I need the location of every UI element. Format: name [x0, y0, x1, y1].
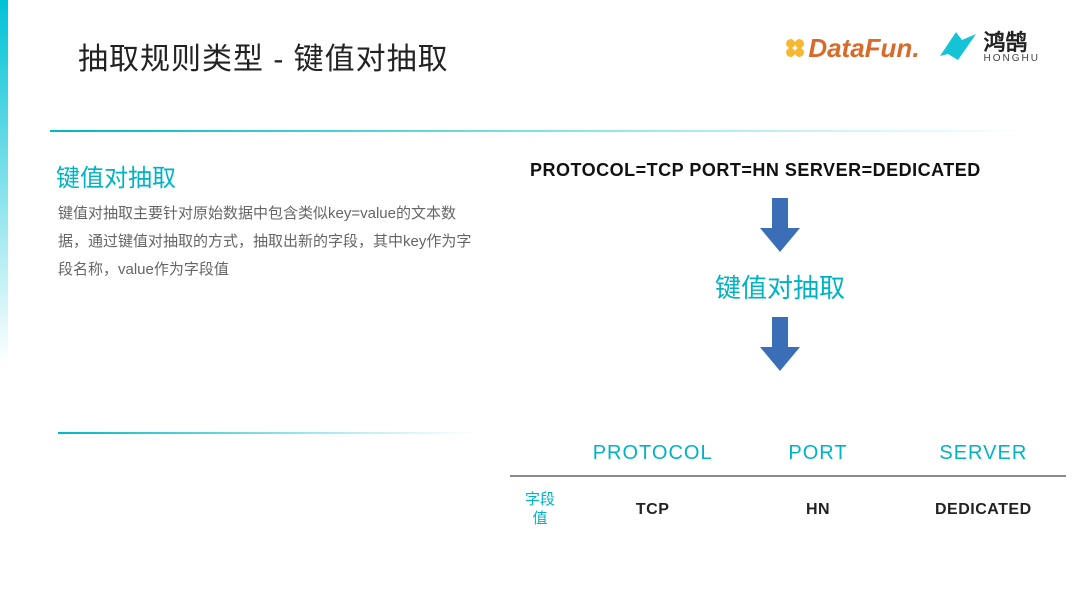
flow-diagram: 键值对抽取	[530, 190, 1030, 381]
logo-group: DataFun. 鸿鹄 HONGHU	[784, 30, 1040, 66]
arrow-down-icon	[760, 198, 800, 254]
bird-icon	[938, 30, 978, 66]
result-table: PROTOCOL PORT SERVER 字段值 TCP HN DEDICATE…	[510, 434, 1066, 543]
arrow-down-icon	[760, 317, 800, 373]
table-corner-cell	[510, 434, 570, 475]
table-cell: TCP	[570, 483, 735, 537]
section-description: 键值对抽取主要针对原始数据中包含类似key=value的文本数据，通过键值对抽取…	[58, 200, 478, 283]
table-col-header: PROTOCOL	[570, 434, 735, 475]
honghu-logo: 鸿鹄 HONGHU	[938, 30, 1040, 66]
section-subhead: 键值对抽取	[56, 158, 176, 193]
table-header-row: PROTOCOL PORT SERVER	[510, 434, 1066, 477]
honghu-text: 鸿鹄 HONGHU	[984, 32, 1040, 64]
divider-bottom	[58, 432, 478, 434]
table-cell: HN	[735, 483, 900, 537]
table-col-header: SERVER	[901, 434, 1066, 475]
table-row: 字段值 TCP HN DEDICATED	[510, 477, 1066, 543]
table-cell: DEDICATED	[901, 483, 1066, 537]
slide-edge-accent	[0, 0, 8, 608]
sample-input-text: PROTOCOL=TCP PORT=HN SERVER=DEDICATED	[530, 160, 981, 181]
honghu-en: HONGHU	[984, 54, 1040, 64]
datafun-dots-icon	[784, 37, 806, 59]
honghu-cn: 鸿鹄	[984, 32, 1040, 54]
datafun-logo: DataFun.	[784, 33, 919, 64]
divider-top	[50, 130, 1030, 132]
slide-title: 抽取规则类型 - 键值对抽取	[78, 34, 449, 78]
flow-middle-label: 键值对抽取	[715, 268, 845, 305]
table-col-header: PORT	[735, 434, 900, 475]
datafun-text: DataFun.	[808, 33, 919, 64]
table-row-label: 字段值	[510, 477, 570, 543]
